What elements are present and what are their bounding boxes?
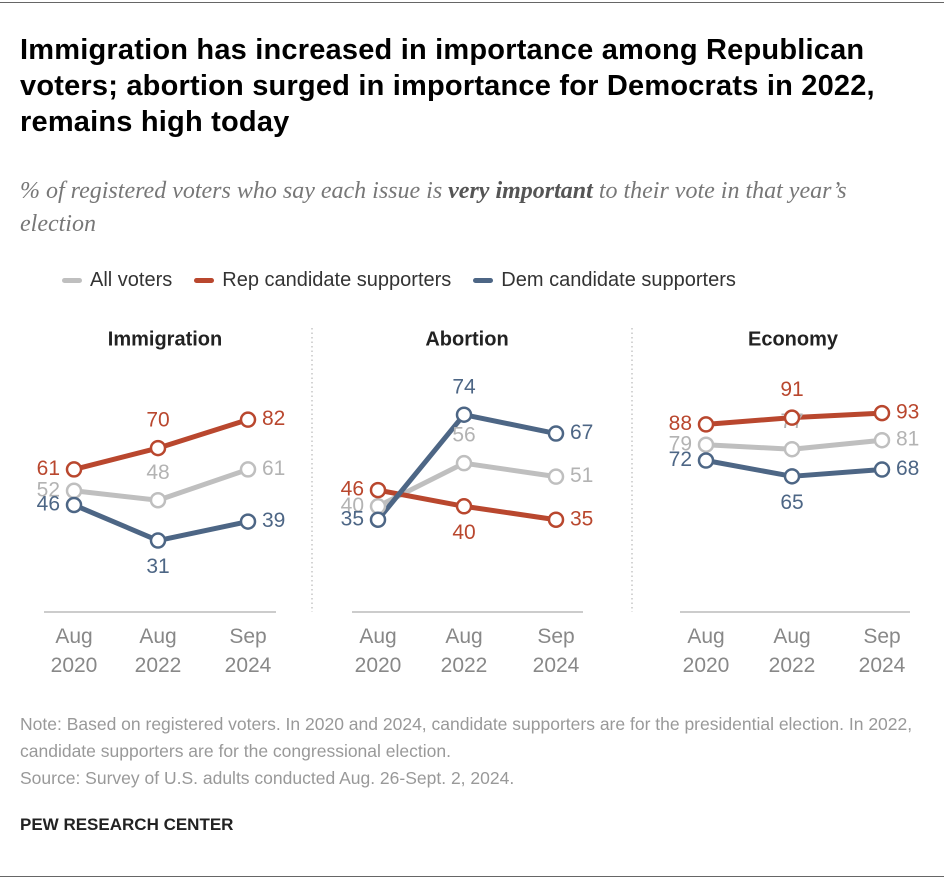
legend-swatch [473, 278, 494, 283]
data-point [547, 468, 565, 485]
x-tick-label: Aug 2022 [768, 625, 816, 677]
data-label: 52 [37, 478, 60, 501]
note: Note: Based on registered voters. In 202… [20, 714, 913, 761]
top-rule [0, 2, 944, 3]
x-tick-label: Sep 2024 [224, 625, 272, 677]
data-label: 74 [452, 375, 476, 398]
data-label: 40 [452, 521, 475, 544]
data-point [65, 461, 83, 478]
data-point [547, 425, 565, 442]
panel-title: Immigration [108, 328, 222, 350]
data-label: 51 [570, 464, 593, 487]
data-label: 56 [452, 424, 475, 447]
legend-item: Dem candidate supporters [473, 269, 736, 292]
x-tick-label: Aug 2020 [50, 625, 98, 677]
data-point [873, 404, 891, 422]
data-label: 39 [262, 509, 285, 532]
data-point [239, 461, 257, 478]
x-tick-label: Aug 2020 [354, 625, 402, 677]
legend-label: All voters [90, 269, 173, 291]
data-label: 81 [896, 428, 919, 451]
data-label: 48 [146, 461, 169, 484]
data-label: 72 [669, 448, 692, 471]
subtitle: % of registered voters who say each issu… [20, 175, 925, 241]
data-point [369, 498, 387, 515]
data-label: 68 [896, 457, 919, 480]
x-tick-label: Aug 2020 [682, 625, 730, 677]
data-label: 67 [570, 421, 593, 444]
subtitle-text: to their vote in that year’s election [20, 178, 847, 237]
data-label: 93 [896, 401, 919, 424]
data-label: 91 [780, 378, 803, 401]
data-point [697, 452, 715, 469]
data-point [873, 431, 891, 449]
source: Source: Survey of U.S. adults conducted … [20, 768, 515, 788]
data-point [455, 498, 473, 515]
data-point [697, 416, 715, 433]
legend-label: Dem candidate supporters [501, 269, 736, 291]
data-label: 61 [37, 457, 60, 480]
data-point [239, 411, 257, 428]
data-label: 88 [669, 412, 692, 435]
bottom-rule [0, 876, 944, 877]
panel-title: Abortion [425, 328, 508, 350]
data-point [455, 454, 473, 472]
data-label: 35 [341, 507, 364, 530]
brand: PEW RESEARCH CENTER [20, 815, 234, 834]
data-label: 79 [669, 432, 692, 455]
data-point [783, 468, 801, 485]
data-point [149, 491, 167, 509]
data-point [783, 440, 801, 458]
legend-swatch [62, 278, 82, 283]
data-label: 46 [37, 493, 60, 516]
data-label: 35 [570, 507, 593, 530]
data-point [149, 532, 167, 549]
data-label: 65 [780, 491, 803, 514]
x-tick-label: Aug 2022 [440, 625, 488, 677]
data-point [783, 409, 801, 426]
subtitle-emphasis: very important [448, 178, 593, 204]
data-point [369, 481, 387, 499]
data-point [697, 436, 715, 453]
legend-swatch [194, 278, 215, 283]
data-label: 46 [341, 478, 364, 501]
title: Immigration has increased in importance … [20, 34, 875, 138]
data-point [65, 496, 83, 514]
data-point [149, 439, 167, 457]
subtitle-text: % of registered voters who say each issu… [20, 178, 449, 204]
legend: All voters Rep candidate supporters Dem ca… [62, 269, 736, 292]
legend-item: Rep candidate supporters [194, 269, 451, 292]
data-label: 82 [262, 407, 285, 430]
data-point [239, 513, 257, 530]
data-label: 61 [262, 457, 285, 480]
notes: Note: Based on registered voters. In 202… [20, 711, 920, 792]
data-label: 70 [146, 409, 169, 432]
panel-title: Economy [748, 328, 839, 350]
data-point [65, 482, 83, 500]
x-tick-label: Sep 2024 [532, 625, 580, 677]
data-point [455, 406, 473, 423]
data-label: 31 [146, 555, 169, 578]
legend-item: All voters [62, 269, 172, 292]
data-point [873, 461, 891, 478]
x-tick-label: Sep 2024 [858, 625, 906, 677]
legend-label: Rep candidate supporters [222, 269, 452, 291]
data-label: 40 [341, 494, 364, 517]
data-point [369, 511, 387, 528]
data-point [547, 511, 565, 528]
x-tick-label: Aug 2022 [134, 625, 182, 677]
